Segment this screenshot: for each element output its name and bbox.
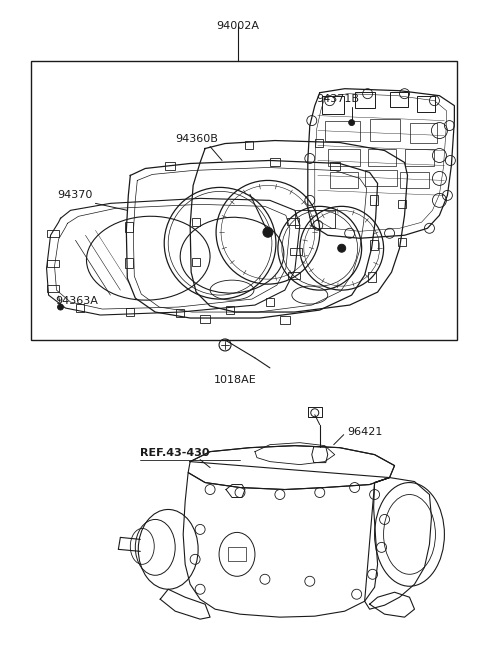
Bar [355,92,374,107]
Bar [280,316,290,324]
Bar [47,285,59,292]
Bar [315,139,323,147]
Bar [405,149,434,166]
Text: 94370: 94370 [58,191,93,200]
Bar [322,96,344,113]
Text: 96421: 96421 [348,426,383,437]
Bar [409,122,437,143]
Text: 94002A: 94002A [216,21,260,31]
Bar [390,92,408,107]
Text: 1018AE: 1018AE [214,375,256,385]
Bar [370,119,399,141]
Bar [370,240,378,250]
Bar [290,248,302,255]
Bar [399,172,430,189]
Bar [31,61,457,340]
Circle shape [58,304,63,310]
Bar [328,149,360,166]
Bar [126,308,134,316]
Bar [192,218,200,226]
Bar [47,260,59,267]
Bar [295,210,335,229]
Bar [325,121,360,141]
Bar [270,159,280,166]
Bar [226,306,234,314]
Circle shape [263,227,273,237]
Bar [125,258,133,268]
Text: REF.43-430: REF.43-430 [140,447,210,458]
Bar [200,315,210,323]
Circle shape [338,244,346,252]
Bar [165,162,175,170]
Bar [368,149,396,166]
Bar [330,162,340,170]
Bar [288,272,300,279]
Bar [397,238,406,246]
Bar [76,304,84,312]
Bar [287,218,299,225]
Bar [47,231,59,237]
Bar [266,298,274,306]
Text: 94363A: 94363A [56,296,98,306]
Bar [125,222,133,233]
Circle shape [348,120,355,126]
Bar [368,272,376,282]
Bar [370,195,378,206]
Text: 94360B: 94360B [175,134,218,143]
Text: 94371B: 94371B [316,94,359,103]
Bar [228,548,246,561]
Bar [418,96,435,111]
Bar [192,258,200,266]
Bar [365,170,396,187]
Bar [397,200,406,208]
Bar [330,172,358,189]
Bar [245,141,253,149]
Bar [176,309,184,317]
